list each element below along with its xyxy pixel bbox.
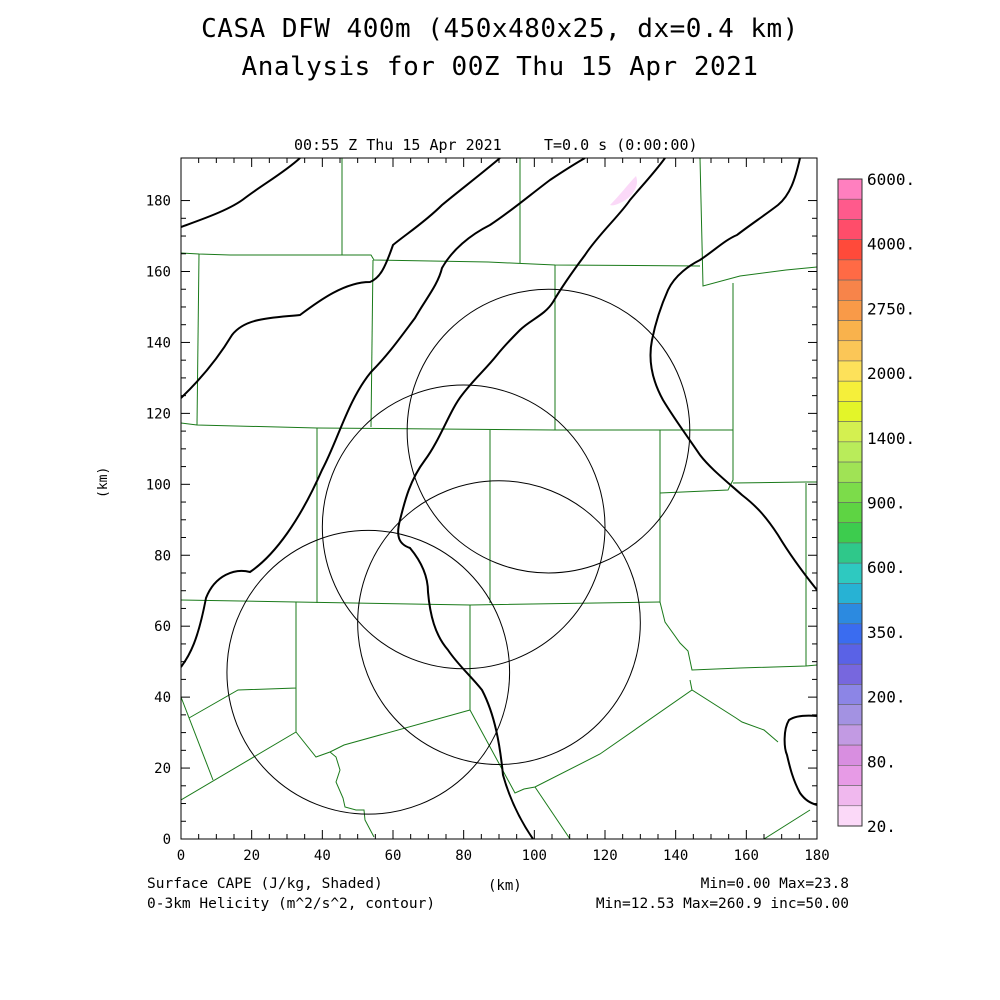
x-axis-label: (km) [488,878,522,894]
colorbar-label: 350. [867,623,906,642]
x-tick-label: 180 [804,848,829,864]
colorbar-swatch [837,643,863,665]
colorbar-swatch [837,380,863,402]
radar-circle-4 [406,288,691,574]
colorbar-label: 900. [867,494,906,513]
colorbar-swatch [837,340,863,362]
colorbar-swatch [837,765,863,786]
x-tick-label: 60 [385,848,402,864]
colorbar-label: 2000. [867,364,915,383]
y-tick-label: 120 [146,406,171,422]
helicity-contours [181,158,817,839]
colorbar-swatch [837,279,863,301]
colorbar-swatch [837,239,863,261]
x-tick-label: 100 [522,848,547,864]
colorbar-swatch [837,744,863,766]
colorbar-swatch [837,421,863,443]
x-tick-label: 160 [734,848,759,864]
title-line-1: CASA DFW 400m (450x480x25, dx=0.4 km) [201,14,799,44]
colorbar-label: 600. [867,558,906,577]
colorbar-swatch [837,704,863,726]
colorbar-swatch [837,562,863,584]
colorbar-label: 1400. [867,429,915,448]
colorbar-label: 20. [867,817,896,836]
plot-area [181,158,817,839]
colorbar-swatch [837,805,863,827]
field-description-helicity: 0-3km Helicity (m^2/s^2, contour) [147,896,436,912]
colorbar-swatch [837,542,863,564]
helicity-stats: Min=12.53 Max=260.9 inc=50.00 [595,896,849,912]
y-tick-label: 100 [146,477,171,493]
colorbar-swatch [837,785,863,807]
x-tick-label: 120 [592,848,617,864]
colorbar-swatch [837,663,863,685]
model-time-label: T=0.0 s (0:00:00) [544,136,698,154]
colorbar-swatch [837,401,863,422]
colorbar-swatch [837,219,863,240]
radar-circle-3 [357,480,641,766]
radar-circle-1 [226,529,511,815]
colorbar-swatch [837,583,863,604]
x-tick-label: 0 [177,848,185,864]
y-tick-label: 180 [146,194,171,210]
colorbar-frame [837,178,863,827]
colorbar-label: 200. [867,688,906,707]
field-description-cape: Surface CAPE (J/kg, Shaded) [147,876,383,892]
colorbar-label: 6000. [867,170,915,189]
colorbar-label: 4000. [867,235,915,254]
cape-stats: Min=0.00 Max=23.8 [700,876,849,892]
y-tick-label: 0 [163,832,171,848]
colorbar-swatch [837,623,863,645]
radar-coverage-circles [226,288,691,815]
colorbar-swatch [837,481,863,503]
colorbar-swatch [837,522,863,544]
colorbar-swatch [837,198,863,220]
y-tick-label: 80 [154,548,171,564]
colorbar-swatch [837,360,863,382]
title-line-2: Analysis for 00Z Thu 15 Apr 2021 [241,52,759,82]
radar-circle-2 [321,384,606,670]
y-tick-label: 140 [146,335,171,351]
colorbar-swatch [837,724,863,746]
valid-time-label: 00:55 Z Thu 15 Apr 2021 [294,136,502,154]
x-tick-label: 20 [243,848,260,864]
county-boundaries [181,158,817,839]
colorbar-swatch [837,684,863,705]
y-tick-label: 20 [154,761,171,777]
colorbar-swatch [837,603,863,625]
y-tick-label: 160 [146,265,171,281]
colorbar-swatch [837,320,863,342]
colorbar-swatch [837,441,863,463]
colorbar-swatch [837,502,863,524]
colorbar-swatch [837,300,863,321]
x-tick-label: 140 [663,848,688,864]
colorbar: 6000. 4000. 2750. 2000. 1400. 900. 600. 350. 200… [837,170,915,836]
axis-ticks: 0 20 40 60 80 100 120 140 160 180 0 20 40 60 80 100 120 1… [146,158,830,864]
plot-frame [180,157,818,840]
y-tick-label: 40 [154,690,171,706]
x-tick-label: 80 [455,848,472,864]
cape-shading [610,176,638,206]
x-tick-label: 40 [314,848,331,864]
colorbar-swatch [837,178,863,200]
colorbar-swatch [837,461,863,483]
colorbar-label: 80. [867,752,896,771]
colorbar-swatch [837,259,863,281]
colorbar-label: 2750. [867,299,915,318]
y-tick-label: 60 [154,619,171,635]
